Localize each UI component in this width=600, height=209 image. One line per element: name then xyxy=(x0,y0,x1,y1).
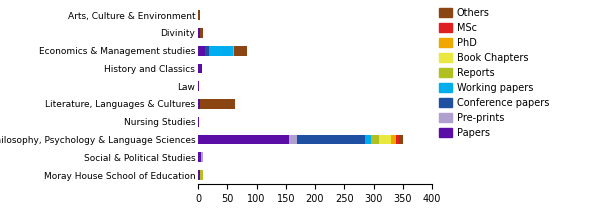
Bar xyxy=(200,99,235,109)
Bar xyxy=(396,135,399,144)
Bar xyxy=(198,99,200,109)
Bar xyxy=(209,46,233,56)
Bar xyxy=(198,152,201,162)
Bar xyxy=(205,46,209,56)
Bar xyxy=(198,135,289,144)
Bar xyxy=(200,28,203,38)
Legend: Others, MSc, PhD, Book Chapters, Reports, Working papers, Conference papers, Pre: Others, MSc, PhD, Book Chapters, Reports… xyxy=(439,8,549,138)
Bar xyxy=(379,135,391,144)
Bar xyxy=(198,170,200,180)
Bar xyxy=(198,46,205,56)
Bar xyxy=(289,135,298,144)
Bar xyxy=(198,28,200,38)
Bar xyxy=(298,135,365,144)
Bar xyxy=(371,135,379,144)
Bar xyxy=(198,64,202,73)
Bar xyxy=(198,10,200,20)
Bar xyxy=(399,135,403,144)
Bar xyxy=(391,135,396,144)
Bar xyxy=(365,135,371,144)
Bar xyxy=(201,152,203,162)
Bar xyxy=(233,46,234,56)
Bar xyxy=(200,170,203,180)
Bar xyxy=(234,46,247,56)
